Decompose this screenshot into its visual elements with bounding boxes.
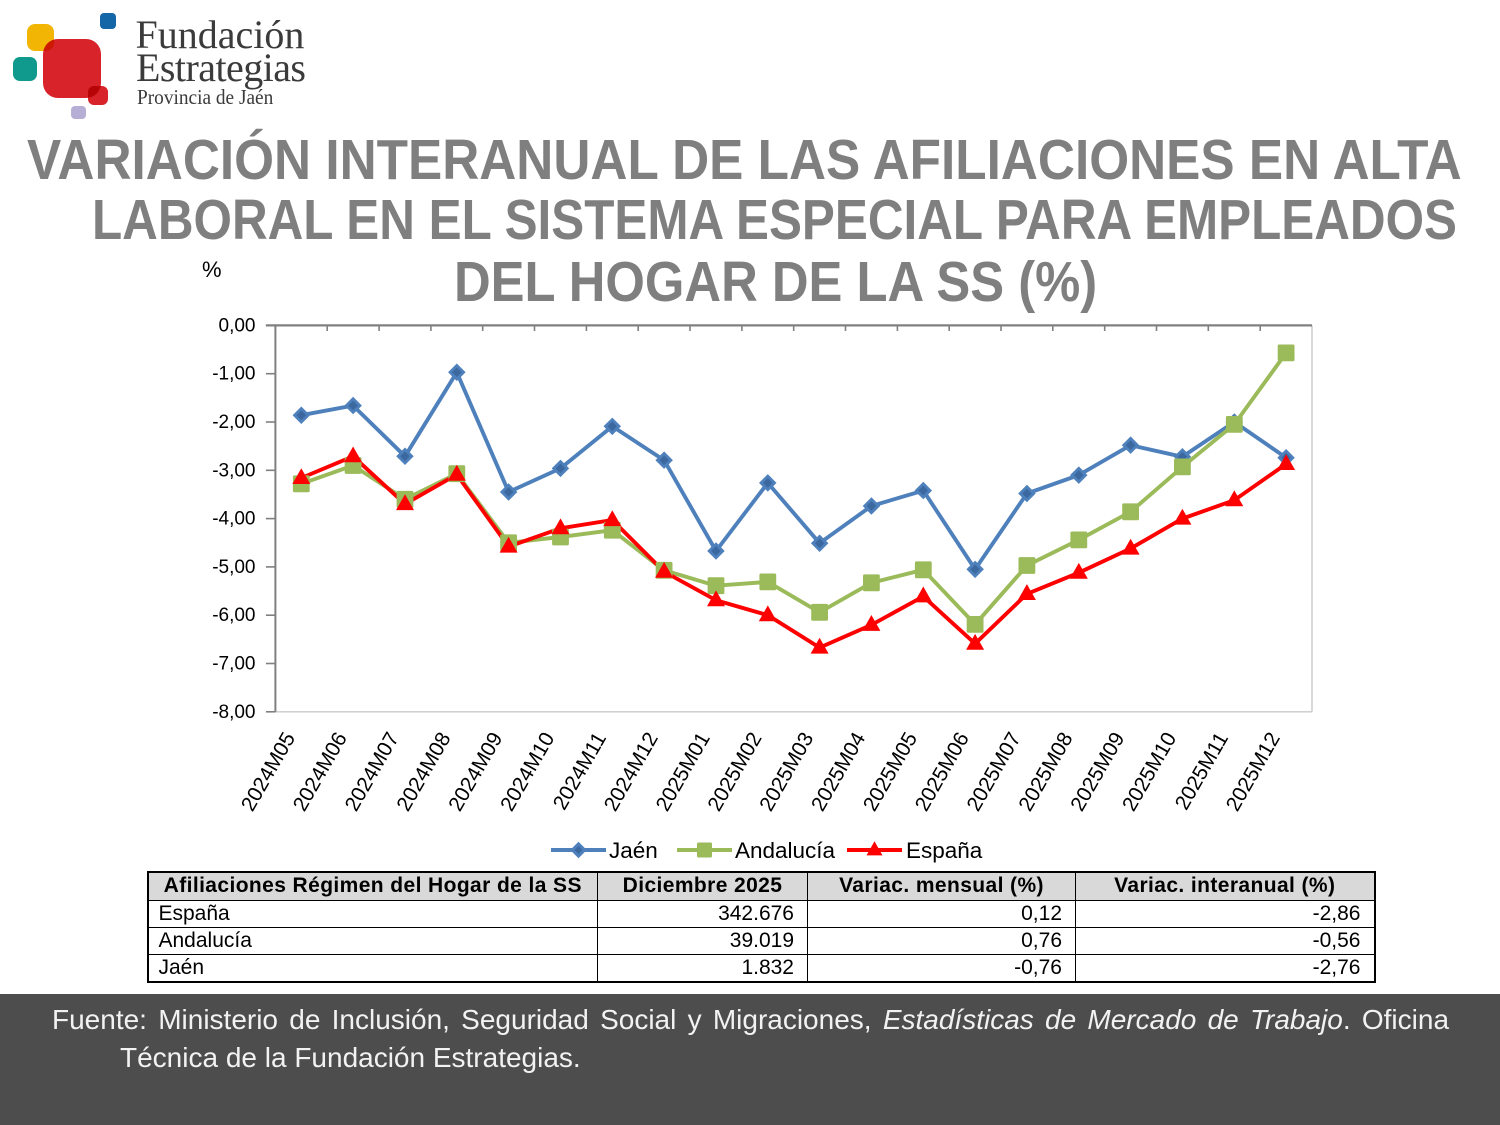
svg-text:-4,00: -4,00 (212, 509, 255, 530)
svg-text:Jaén: Jaén (609, 838, 658, 863)
svg-text:-6,00: -6,00 (212, 605, 255, 626)
svg-text:-8,00: -8,00 (212, 702, 255, 723)
svg-text:%: % (202, 257, 222, 282)
svg-text:-7,00: -7,00 (212, 654, 255, 675)
svg-text:-1,00: -1,00 (212, 364, 255, 385)
svg-text:España: España (906, 838, 983, 863)
svg-text:Andalucía: Andalucía (735, 838, 836, 863)
svg-text:0,00: 0,00 (219, 315, 256, 336)
svg-text:-5,00: -5,00 (212, 557, 255, 578)
svg-text:-3,00: -3,00 (212, 460, 255, 481)
svg-text:-2,00: -2,00 (212, 412, 255, 433)
